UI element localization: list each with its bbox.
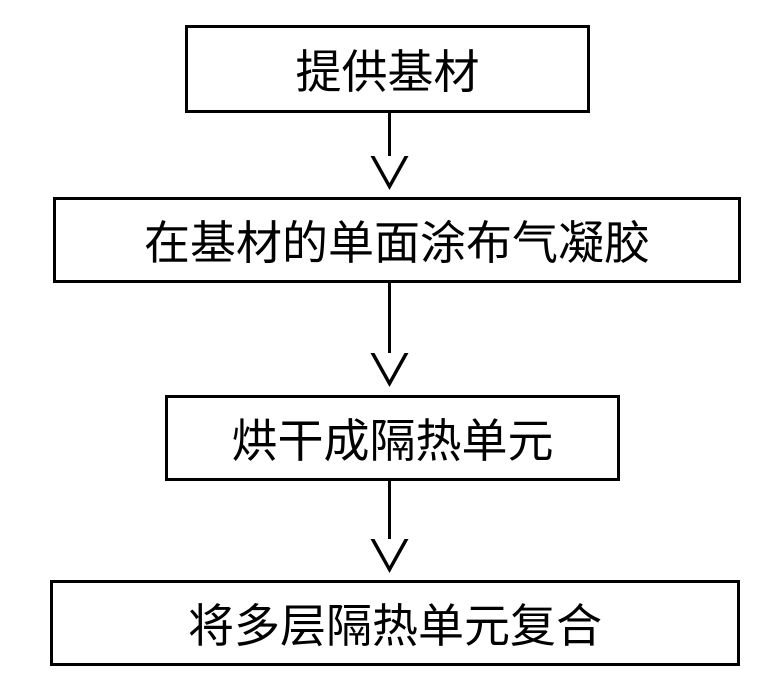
chevron-down-icon-fill: [374, 156, 404, 183]
chevron-down-icon-fill: [374, 539, 404, 566]
flow-box-3-label: 烘干成隔热单元: [232, 405, 554, 471]
flow-box-1-label: 提供基材: [296, 36, 480, 102]
flow-box-2-label: 在基材的单面涂布气凝胶: [144, 207, 650, 273]
flow-arrow-2: [389, 283, 390, 395]
flow-arrow-3-line: [388, 481, 391, 539]
flow-arrow-1-line: [388, 113, 391, 156]
flow-arrow-1: [389, 113, 390, 197]
flow-box-4: 将多层隔热单元复合: [50, 580, 740, 666]
flow-box-4-label: 将多层隔热单元复合: [188, 590, 602, 656]
process-flowchart: 提供基材 在基材的单面涂布气凝胶 烘干成隔热单元 将多层隔热单元复合: [0, 0, 778, 697]
chevron-down-icon-fill: [374, 353, 404, 380]
flow-box-3: 烘干成隔热单元: [165, 395, 620, 481]
flow-arrow-3: [389, 481, 390, 580]
flow-box-2: 在基材的单面涂布气凝胶: [53, 197, 741, 283]
flow-box-1: 提供基材: [185, 25, 590, 113]
flow-arrow-2-line: [388, 283, 391, 353]
